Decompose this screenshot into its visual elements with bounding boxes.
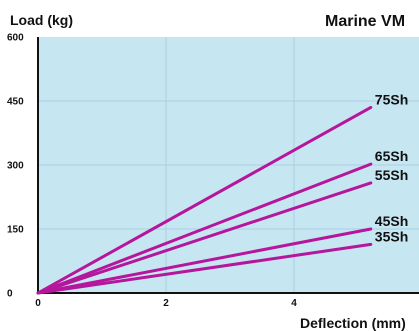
x-tick-labels: 0246	[35, 298, 297, 309]
series-label: 45Sh	[375, 213, 408, 229]
series-line	[36, 162, 373, 295]
series-label: 35Sh	[375, 228, 408, 244]
series-line	[36, 181, 373, 295]
y-tick-label: 0	[7, 289, 13, 300]
series-line	[36, 227, 373, 295]
series-label: 75Sh	[375, 91, 408, 107]
x-tick-label: 4	[291, 298, 297, 309]
series-line	[36, 105, 373, 295]
y-tick-label: 150	[7, 225, 24, 236]
axes	[37, 37, 419, 294]
y-tick-label: 600	[7, 33, 24, 44]
series-label: 55Sh	[375, 167, 408, 183]
series-line	[36, 242, 373, 295]
x-axis-title: Deflection (mm)	[300, 315, 406, 331]
x-tick-label: 0	[35, 298, 41, 309]
y-axis-title: Load (kg)	[10, 12, 73, 28]
y-tick-label: 450	[7, 97, 24, 108]
x-tick-label: 2	[163, 298, 169, 309]
y-tick-label: 300	[7, 161, 24, 172]
y-tick-labels: 0 150 300 450 600	[7, 33, 24, 300]
series-label: 65Sh	[375, 148, 408, 164]
series-lines	[36, 105, 373, 295]
chart-title: Marine VM	[325, 13, 405, 30]
